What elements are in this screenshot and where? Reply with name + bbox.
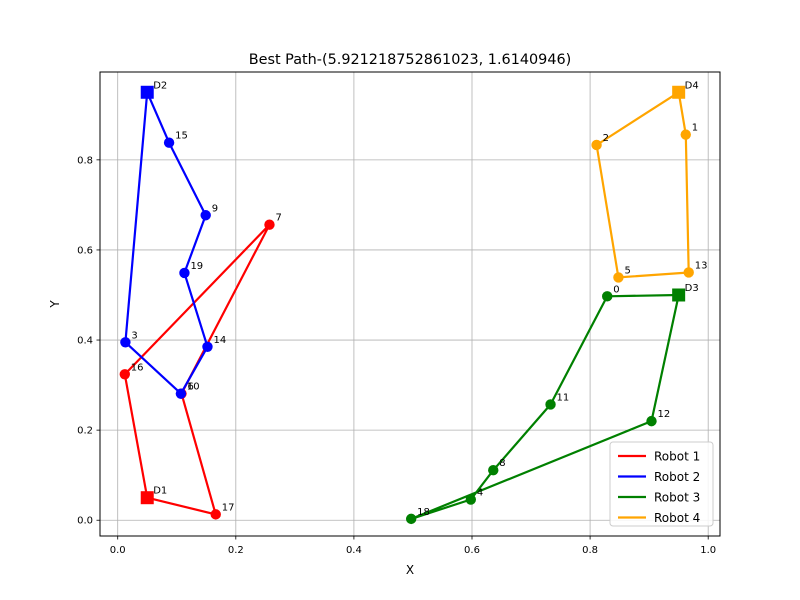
point-label: 0 <box>613 284 619 295</box>
x-axis-label: X <box>406 563 414 577</box>
y-tick-label: 0.8 <box>77 155 93 166</box>
data-point <box>405 513 417 525</box>
point-label: 12 <box>658 409 671 420</box>
point-label: 15 <box>175 131 188 142</box>
data-point <box>264 219 275 230</box>
data-point <box>646 415 657 427</box>
legend-entry: Robot 4 <box>654 511 700 525</box>
series-line <box>410 293 680 521</box>
point-label: 19 <box>190 261 203 272</box>
point-label: 6 <box>187 382 193 393</box>
data-point <box>602 291 613 302</box>
data-point <box>613 272 624 283</box>
data-point <box>465 494 477 505</box>
point-label: 8 <box>499 458 505 469</box>
depot-marker <box>672 288 686 302</box>
point-label: 16 <box>131 362 144 373</box>
data-point <box>680 129 691 140</box>
y-tick-label: 0.0 <box>77 516 93 527</box>
x-tick-label: 1.0 <box>700 545 716 556</box>
grid-lines <box>100 72 720 536</box>
series-line <box>124 91 209 395</box>
point-label: 10 <box>187 382 200 393</box>
y-tick-label: 0.4 <box>77 336 93 347</box>
y-tick-label: 0.6 <box>77 245 93 256</box>
data-point <box>120 337 131 348</box>
point-label: 17 <box>222 502 235 513</box>
x-tick-label: 0.2 <box>228 545 244 556</box>
point-label: 2 <box>603 133 609 144</box>
depot-marker <box>672 85 686 99</box>
series-3 <box>405 288 686 525</box>
x-tick-label: 0.4 <box>346 545 362 556</box>
depot-label: D2 <box>153 80 167 91</box>
data-point <box>591 139 602 151</box>
point-label: 18 <box>417 507 430 518</box>
data-point <box>210 509 221 520</box>
point-label: 13 <box>695 260 708 271</box>
data-point <box>202 341 213 352</box>
x-tick-label: 0.6 <box>464 545 480 556</box>
series-line <box>123 223 271 516</box>
point-label: 1 <box>692 123 698 134</box>
depot-marker <box>140 491 154 505</box>
depot-label: D3 <box>685 283 699 294</box>
legend-entry: Robot 2 <box>654 470 700 484</box>
series-4 <box>591 85 694 283</box>
data-point <box>488 465 499 476</box>
point-label: 3 <box>131 330 137 341</box>
legend-box <box>609 441 714 527</box>
data-point <box>119 369 130 380</box>
point-label: 4 <box>477 488 483 499</box>
axis-ticks: 0.0 0.2 0.4 0.6 0.8 1.0 0.0 0.2 0.4 0.6 0.8 <box>77 155 716 556</box>
chart-title: Best Path-(5.921218752861023, 1.6140946) <box>249 52 572 68</box>
legend-entry: Robot 1 <box>654 450 700 464</box>
y-tick-label: 0.2 <box>77 426 93 437</box>
series-2 <box>120 85 213 399</box>
data-point <box>179 267 190 279</box>
point-label: 14 <box>213 335 226 346</box>
point-label: 7 <box>275 213 281 224</box>
x-tick-label: 0.0 <box>110 545 126 556</box>
data-point <box>683 267 694 278</box>
point-label: 9 <box>212 203 218 214</box>
x-tick-label: 0.8 <box>582 545 598 556</box>
depot-label: D4 <box>685 80 699 91</box>
data-point <box>200 210 211 221</box>
axes-frame <box>99 71 721 537</box>
point-label: 5 <box>624 265 630 276</box>
plot-series <box>119 85 694 525</box>
legend: Robot 1 Robot 2 Robot 3 Robot 4 <box>609 441 714 527</box>
depot-label: D1 <box>153 486 167 497</box>
point-label: 11 <box>557 392 570 403</box>
y-axis-label: Y <box>48 300 62 309</box>
data-point <box>175 388 187 399</box>
data-point <box>163 137 175 148</box>
legend-entry: Robot 3 <box>654 491 700 505</box>
depot-marker <box>140 85 154 99</box>
series-line <box>595 91 690 279</box>
data-point <box>545 399 556 410</box>
